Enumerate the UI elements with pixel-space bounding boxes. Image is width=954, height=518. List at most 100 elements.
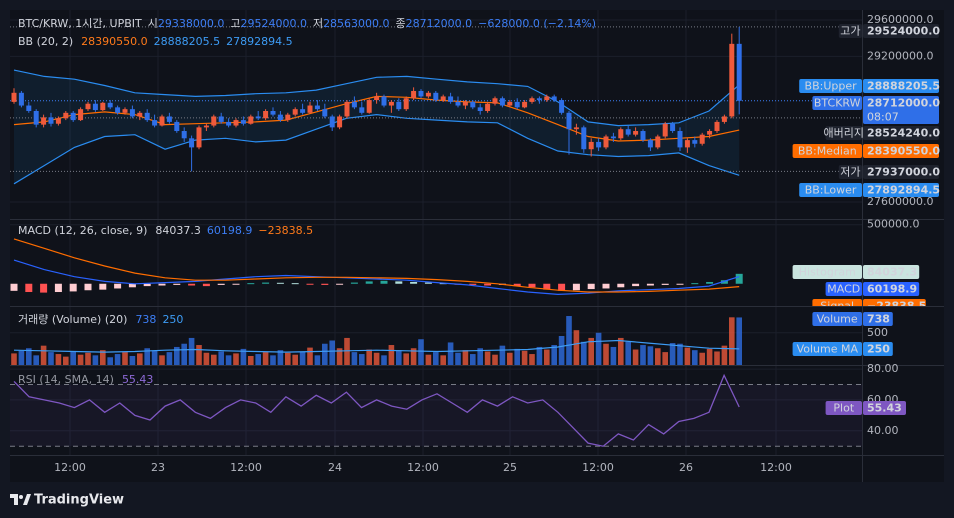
candle-body [610,136,616,139]
time-tick-label: 12:00 [54,461,86,474]
bb-name: BB (20, 2) [18,35,73,48]
histogram-bar [291,283,299,285]
candle-body [152,120,158,126]
candle-body [351,101,357,108]
volume-bar [336,348,343,365]
histogram-bar [380,280,388,284]
candle-body [573,127,579,130]
histogram-value: 84037.3 [155,224,201,237]
candle-body [189,138,195,148]
candle-body [492,98,498,104]
macd-name: MACD (12, 26, close, 9) [18,224,147,237]
volume-bar [640,345,646,365]
volume-bar [181,343,187,365]
open-label: 시 [148,17,158,30]
candle-body [433,92,439,101]
tag-value: 28712000.0 [867,97,940,110]
low-value: 28563000.0 [323,17,389,30]
tag-name-box [792,342,862,356]
volume-bar [455,352,461,365]
candle-body [300,109,306,113]
volume-bar [484,351,491,365]
change-value: −628000.0 (−2.14%) [478,17,596,30]
candle-body [122,109,128,113]
bb-upper-value: 28888205.5 [154,35,220,48]
histogram-bar [706,281,714,284]
volume-bar [262,352,269,365]
volume-bar [196,345,202,365]
candle-body [551,96,557,101]
candle-body [418,90,424,97]
candle-body [226,121,232,126]
candle-body [144,112,150,121]
volume-bar [433,352,439,365]
candle-body [33,110,39,125]
volume-bar [248,355,254,365]
candle-body [203,125,209,128]
time-tick-label: 26 [679,461,693,474]
volume-bar [107,357,113,365]
candle-body [63,112,69,119]
histogram-bar [587,283,595,290]
volume-bar [381,355,387,365]
histogram-bar [158,283,166,286]
volume-bar [625,341,631,365]
volume-bar [507,352,513,365]
chart-panel [10,10,944,482]
tag-name: Volume [817,313,858,326]
volume-bar [366,349,372,365]
candle-body [137,112,143,117]
candle-body [115,107,121,113]
tag-name-box [838,24,862,38]
time-tick-label: 12:00 [230,461,262,474]
candle-body [196,127,202,148]
candle-body [248,116,254,124]
volume-bar [499,345,506,365]
volume-bar [255,354,261,365]
tag-name-box [799,79,862,93]
histogram-bar [128,283,136,288]
candle-body [366,100,372,113]
time-tick-label: 12:00 [760,461,792,474]
candle-body [374,96,380,101]
candle-body [670,123,676,132]
tag-name: 애버리지 [824,127,864,140]
macd-tags: Histogram 84037.3 MACD 60198.9 Signal −23838.… [792,265,926,306]
histogram-bar [10,283,18,291]
volume-tags: Volume 738 Volume MA 250 [792,312,893,356]
volume-bar [63,356,69,365]
volume-bar [329,340,335,365]
tag-value-box [863,299,926,306]
tag-countdown: 08:07 [867,111,899,124]
tag-name: BB:Upper [805,80,858,93]
volume-bar [218,351,224,365]
volume-bar [48,352,54,365]
histogram-bar [528,283,536,288]
price-axis: 12:00 23 12:00 24 12:00 25 12:00 26 12:00 2960000… [54,13,933,474]
volume-bar [314,355,321,365]
rsi-tick-label: 80.00 [867,362,899,375]
candle-body [544,96,550,101]
volume-bar [470,354,476,365]
tag-value-box [863,312,893,326]
volume-bar [603,343,609,365]
tag-name: BB:Median [798,145,857,158]
volume-bar [425,354,432,365]
volume-bar [122,352,128,365]
volume-bar [307,347,313,365]
volume-bar [40,345,47,365]
volume-bar [33,355,39,365]
candle-body [559,100,565,113]
tag-name: MACD [827,283,860,296]
histogram-bar [232,283,240,285]
candle-body [240,120,246,124]
candle-body [455,101,461,106]
candle-body [507,101,513,106]
volume-bar [699,352,705,365]
volume-bar [692,350,698,365]
candle-body [107,102,113,108]
volume-bar [211,354,217,365]
candle-body [425,92,431,97]
candle-body [699,134,705,144]
volume-bar [100,350,106,365]
